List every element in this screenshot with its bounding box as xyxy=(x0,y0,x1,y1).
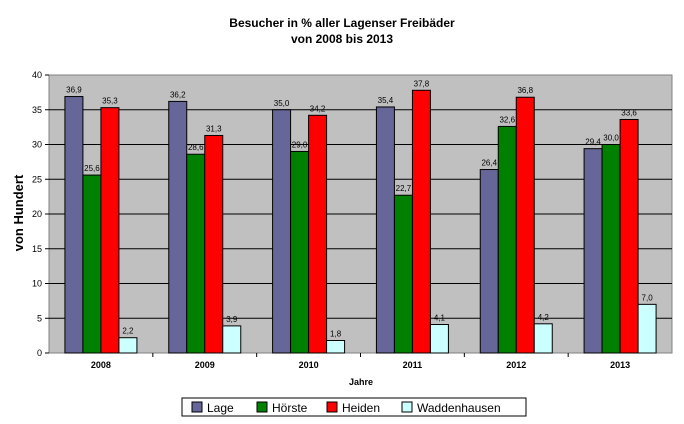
bar-heiden xyxy=(308,114,328,354)
x-tick-label: 2013 xyxy=(610,360,630,370)
data-label: 1,8 xyxy=(330,329,342,338)
data-label: 3,9 xyxy=(226,315,238,324)
bar-lage xyxy=(64,96,84,354)
data-label: 4,1 xyxy=(434,314,446,323)
bar-waddenhausen xyxy=(118,337,138,354)
x-tick-label: 2009 xyxy=(195,360,215,370)
chart-subtitle: von 2008 bis 2013 xyxy=(290,32,394,46)
bar-h-rste xyxy=(393,194,413,354)
data-label: 31,3 xyxy=(206,124,222,133)
x-tick-label: 2011 xyxy=(403,360,423,370)
y-tick-label: 0 xyxy=(37,348,42,358)
data-label: 35,3 xyxy=(102,97,118,106)
bar-heiden xyxy=(515,96,535,354)
bar-waddenhausen xyxy=(326,339,346,354)
bar-heiden xyxy=(619,118,639,354)
bar-heiden xyxy=(204,134,224,354)
data-label: 33,6 xyxy=(621,108,637,117)
data-label: 26,4 xyxy=(481,159,497,168)
bar-waddenhausen xyxy=(222,325,242,354)
bar-lage xyxy=(272,109,292,354)
bar-h-rste xyxy=(601,144,621,354)
bar-lage xyxy=(375,106,395,354)
legend-label: Heiden xyxy=(342,401,380,415)
x-tick-label: 2008 xyxy=(91,360,111,370)
legend-swatch xyxy=(401,401,413,413)
legend-label: Hörste xyxy=(272,401,308,415)
bar-lage xyxy=(583,148,603,354)
bar-h-rste xyxy=(82,174,102,354)
bar-h-rste xyxy=(290,150,310,354)
bar-heiden xyxy=(411,89,431,354)
legend-swatch xyxy=(191,401,203,413)
legend-swatch xyxy=(326,401,338,413)
data-label: 4,2 xyxy=(538,313,550,322)
data-label: 28,6 xyxy=(188,143,204,152)
y-tick-label: 40 xyxy=(32,70,42,80)
y-tick-label: 25 xyxy=(32,174,42,184)
y-tick-label: 35 xyxy=(32,105,42,115)
data-label: 2,2 xyxy=(122,327,134,336)
chart-title: Besucher in % aller Lagenser Freibäder xyxy=(229,16,455,30)
x-axis-title: Jahre xyxy=(349,377,373,387)
data-label: 35,4 xyxy=(378,96,394,105)
legend-box xyxy=(181,397,527,417)
data-label: 35,0 xyxy=(274,99,290,108)
data-label: 36,2 xyxy=(170,90,186,99)
y-tick-label: 20 xyxy=(32,209,42,219)
y-tick-label: 5 xyxy=(37,313,42,323)
plot-area: 0 5 10 15 20 25 30 35 40 2008 36,9 25,6 35,3 2,2 2009 3… xyxy=(32,70,673,370)
data-label: 25,6 xyxy=(84,164,100,173)
bar-lage xyxy=(479,169,499,354)
y-tick-label: 10 xyxy=(32,279,42,289)
x-tick-label: 2012 xyxy=(506,360,526,370)
bar-waddenhausen xyxy=(533,323,553,354)
data-label: 30,0 xyxy=(603,134,619,143)
legend: Lage Hörste Heiden Waddenhausen xyxy=(181,397,527,417)
x-tick-label: 2010 xyxy=(299,360,319,370)
legend-label: Lage xyxy=(207,401,234,415)
data-label: 29,0 xyxy=(292,140,308,149)
bar-heiden xyxy=(100,107,120,354)
bar-waddenhausen xyxy=(429,324,449,354)
y-tick-label: 30 xyxy=(32,140,42,150)
data-label: 34,2 xyxy=(310,104,326,113)
data-label: 29,4 xyxy=(585,138,601,147)
data-label: 32,6 xyxy=(499,115,515,124)
data-label: 7,0 xyxy=(642,293,654,302)
bar-waddenhausen xyxy=(637,303,657,354)
chart-title-block: Besucher in % aller Lagenser Freibäder v… xyxy=(0,15,684,47)
y-tick-label: 15 xyxy=(32,244,42,254)
bar-lage xyxy=(168,100,188,354)
y-axis-title: von Hundert xyxy=(11,174,26,251)
legend-swatch xyxy=(256,401,268,413)
legend-label: Waddenhausen xyxy=(417,401,501,415)
bar-h-rste xyxy=(497,125,517,354)
bar-h-rste xyxy=(186,153,206,354)
data-label: 36,9 xyxy=(66,86,82,95)
data-label: 22,7 xyxy=(396,184,412,193)
data-label: 36,8 xyxy=(517,86,533,95)
data-label: 37,8 xyxy=(414,79,430,88)
